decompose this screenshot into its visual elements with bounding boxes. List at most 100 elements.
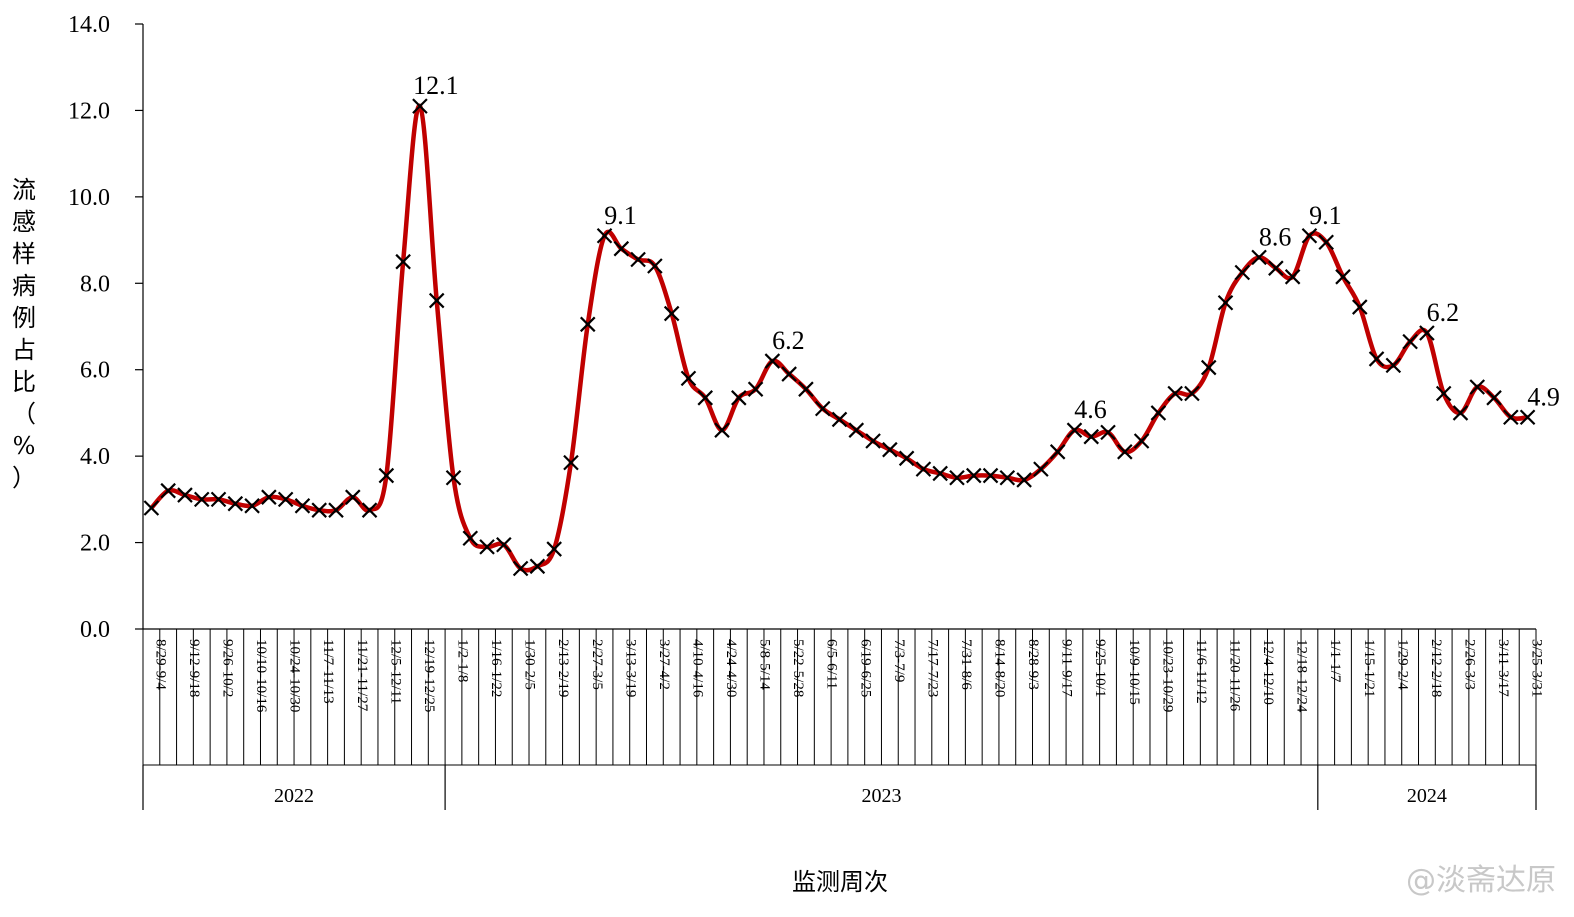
- data-point: [647, 258, 663, 274]
- data-point: [328, 502, 344, 518]
- data-point: [1016, 472, 1032, 488]
- data-point: [999, 469, 1016, 486]
- x-tick-label: 10/10-10/16: [253, 639, 269, 713]
- x-tick-label: 7/17-7/23: [924, 639, 940, 697]
- data-point: [1184, 385, 1200, 402]
- data-point: [1486, 390, 1502, 406]
- data-point: [596, 227, 613, 244]
- data-point: [1301, 227, 1318, 244]
- data-point: [1133, 433, 1150, 449]
- x-tick-label: 3/25-3/31: [1529, 639, 1545, 697]
- y-tick-label: 0.0: [80, 617, 110, 643]
- data-point: [1402, 333, 1418, 350]
- x-tick-label: 12/5-12/11: [387, 639, 403, 704]
- data-label: 4.9: [1527, 382, 1560, 411]
- data-point: [496, 536, 512, 553]
- data-point: [345, 489, 361, 505]
- data-label: 12.1: [413, 71, 459, 100]
- data-point: [949, 469, 965, 486]
- data-point: [1503, 409, 1519, 426]
- data-point: [714, 422, 730, 438]
- data-point: [227, 495, 244, 512]
- data-point: [1318, 234, 1334, 251]
- data-point: [1066, 422, 1083, 438]
- y-axis-title: 流感样病例占比（%）: [12, 176, 36, 492]
- data-point: [1100, 424, 1116, 441]
- x-tick-label: 1/29-2/4: [1394, 639, 1410, 690]
- x-tick-label: 8/14-8/20: [992, 639, 1008, 697]
- data-point: [479, 539, 495, 555]
- x-tick-label: 1/2-1/8: [454, 639, 470, 682]
- data-point: [361, 502, 378, 518]
- y-tick-label: 12.0: [68, 98, 110, 124]
- data-point: [680, 370, 697, 387]
- data-point: [1519, 409, 1536, 426]
- data-point: [798, 381, 814, 397]
- x-tick-label: 5/22-5/28: [790, 639, 806, 697]
- data-point: [764, 353, 781, 369]
- data-point: [1167, 385, 1183, 402]
- data-point: [747, 381, 764, 397]
- data-point: [1200, 359, 1217, 376]
- data-point: [261, 489, 277, 505]
- year-label: 2022: [274, 785, 314, 807]
- data-point: [1352, 299, 1368, 315]
- data-point: [630, 251, 646, 268]
- data-point: [898, 450, 915, 467]
- data-point: [244, 498, 260, 514]
- data-point: [814, 400, 831, 417]
- x-tick-label: 3/13-3/19: [622, 639, 638, 697]
- year-label: 2023: [861, 785, 901, 807]
- data-point: [1049, 444, 1066, 460]
- data-point: [1150, 405, 1167, 421]
- data-point: [932, 465, 948, 482]
- data-point: [697, 390, 714, 406]
- x-tick-label: 7/3-7/9: [891, 639, 907, 682]
- data-point: [579, 316, 596, 333]
- y-tick-label: 6.0: [80, 358, 110, 384]
- data-label: 8.6: [1259, 222, 1292, 251]
- x-tick-label: 6/5-6/11: [824, 639, 840, 689]
- x-tick-label: 11/20-11/26: [1227, 639, 1243, 712]
- x-tick-label: 2/26-3/3: [1461, 639, 1477, 690]
- data-point: [1368, 351, 1385, 367]
- y-tick-label: 10.0: [68, 185, 110, 211]
- x-tick-label: 8/29-9/4: [152, 639, 168, 690]
- data-point: [1234, 264, 1251, 281]
- data-point: [143, 500, 160, 516]
- data-point: [428, 292, 445, 309]
- x-tick-label: 4/10-4/16: [689, 639, 705, 698]
- x-tick-label: 6/19-6/25: [857, 639, 873, 697]
- data-point: [781, 366, 797, 382]
- x-tick-label: 5/8-5/14: [757, 639, 773, 690]
- data-point: [378, 467, 395, 484]
- year-label: 2024: [1407, 785, 1447, 807]
- data-point: [1335, 269, 1351, 285]
- x-tick-label: 2/27-3/5: [589, 639, 605, 690]
- x-tick-label: 9/25-10/1: [1092, 639, 1108, 697]
- data-point: [613, 240, 630, 257]
- x-tick-label: 10/23-10/29: [1159, 639, 1175, 712]
- data-point: [462, 530, 479, 547]
- x-tick-label: 1/16-1/22: [488, 639, 504, 697]
- x-axis: 8/29-9/4 9/12-9/18 9/26-10/2 10/10-10/16 10/…: [142, 628, 1545, 810]
- x-tick-label: 11/6-11/12: [1193, 639, 1209, 704]
- x-tick-label: 4/24-4/30: [723, 639, 739, 697]
- data-point: [1284, 269, 1301, 285]
- data-point: [1033, 461, 1049, 477]
- x-tick-label: 1/30-2/5: [522, 639, 538, 690]
- data-point: [915, 461, 932, 477]
- data-point: [177, 487, 193, 503]
- x-tick-label: 2/13-2/19: [555, 639, 571, 697]
- x-tick-label: 10/9-10/15: [1126, 639, 1142, 705]
- x-tick-label: 10/24-10/30: [287, 639, 303, 712]
- data-point: [1217, 294, 1234, 311]
- x-tick-label: 9/12-9/18: [186, 639, 202, 697]
- x-tick-label: 11/21-11/27: [354, 639, 370, 712]
- x-tick-label: 12/19-12/25: [421, 639, 437, 712]
- series-line: [149, 103, 1528, 573]
- x-tick-label: 1/1-1/7: [1327, 639, 1343, 683]
- watermark-text: @淡斋达原: [1406, 863, 1556, 898]
- y-tick-label: 2.0: [80, 531, 110, 557]
